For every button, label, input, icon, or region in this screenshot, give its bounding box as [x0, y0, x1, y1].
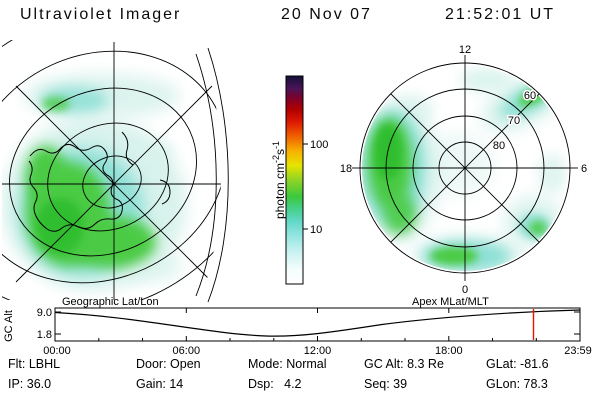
- x-tick-label: 18:00: [435, 345, 463, 357]
- mlat-label-70: 70: [508, 115, 520, 127]
- colorbar-tick-label-10: 10: [310, 224, 322, 236]
- emission-blob: [36, 198, 84, 254]
- antarctica-coastline: [28, 131, 171, 232]
- status-seq: Seq: 39: [364, 377, 408, 391]
- meridian-line: [15, 85, 115, 185]
- status-mode: Mode: Normal: [248, 357, 327, 371]
- right-panel-coord-label: Apex MLat/MLT: [412, 296, 489, 308]
- emission-blob: [64, 216, 156, 268]
- latitude-circle: [2, 40, 221, 300]
- coastline-path: [159, 179, 171, 205]
- earth-limb-arcs: [195, 47, 229, 303]
- x-tick-label: 06:00: [173, 345, 201, 357]
- coastline-path: [121, 131, 134, 166]
- colorbar: 100 10: [285, 75, 328, 285]
- mlt-label-18: 18: [340, 163, 352, 175]
- mlt-label-12: 12: [459, 44, 471, 56]
- colorbar-tick-label-100: 100: [310, 139, 328, 151]
- y-tick-label-1.8: 1.8: [37, 329, 52, 341]
- geographic-map-panel: [2, 40, 229, 303]
- meridian-line: [113, 85, 213, 185]
- mlt-label-0: 0: [462, 284, 468, 296]
- aurora-oval-layer: [362, 68, 566, 271]
- emission-blob: [529, 221, 547, 235]
- status-door: Door: Open: [136, 357, 201, 371]
- emission-blob: [42, 97, 70, 111]
- latlon-grid: [2, 40, 221, 300]
- time-label: 21:52:01 UT: [445, 6, 556, 23]
- emission-blob: [384, 194, 416, 234]
- colorbar-gradient: [286, 76, 303, 284]
- meridian-line: [113, 183, 213, 283]
- left-panel-coord-label: Geographic Lat/Lon: [62, 296, 159, 308]
- emission-blob: [422, 132, 494, 196]
- mlt-spoke: [390, 93, 540, 243]
- emission-blob: [26, 146, 66, 206]
- latitude-circle: [9, 87, 197, 257]
- colorbar-border: [285, 75, 304, 285]
- mlt-label-6: 6: [581, 163, 587, 175]
- y-tick-label-9: 9.0: [37, 307, 52, 319]
- status-ip: IP: 36.0: [8, 377, 52, 391]
- altitude-time-plot: Geographic Lat/Lon Apex MLat/MLT GC Alt …: [3, 296, 592, 357]
- limb-arc: [207, 47, 229, 303]
- status-glat: GLat: -81.6: [486, 357, 549, 371]
- meridian-line: [15, 183, 115, 283]
- x-tick-label: 23:59: [564, 345, 592, 357]
- latitude-circle: [47, 122, 169, 232]
- magnetic-polar-panel: 12 6 18 0 60 70 80: [340, 44, 587, 296]
- x-tick-label: 12:00: [304, 345, 332, 357]
- status-dsp: Dsp: 4.2: [248, 377, 302, 391]
- latitude-circle: [82, 155, 142, 209]
- x-tick-label: 00:00: [43, 345, 71, 357]
- emission-blob: [430, 247, 478, 265]
- app-title: Ultraviolet Imager: [20, 6, 182, 23]
- status-flt: Flt: LBHL: [8, 357, 61, 371]
- status-glon: GLon: 78.3: [486, 377, 548, 391]
- status-gc-alt: GC Alt: 8.3 Re: [364, 357, 444, 371]
- date-label: 20 Nov 07: [281, 6, 372, 23]
- limb-arc: [195, 53, 217, 297]
- coastline-path: [28, 143, 123, 232]
- mlat-label-80: 80: [493, 140, 505, 152]
- status-gain: Gain: 14: [136, 377, 184, 391]
- emission-blob: [538, 154, 566, 194]
- emission-blob: [460, 68, 512, 92]
- emission-blob: [134, 140, 174, 164]
- aurora-emission-layer: [2, 74, 186, 290]
- mlat-label-60: 60: [524, 90, 536, 102]
- mlat-mlt-grid: [352, 55, 578, 281]
- altitude-curve: [54, 309, 581, 337]
- y-axis-title: GC Alt: [3, 310, 15, 342]
